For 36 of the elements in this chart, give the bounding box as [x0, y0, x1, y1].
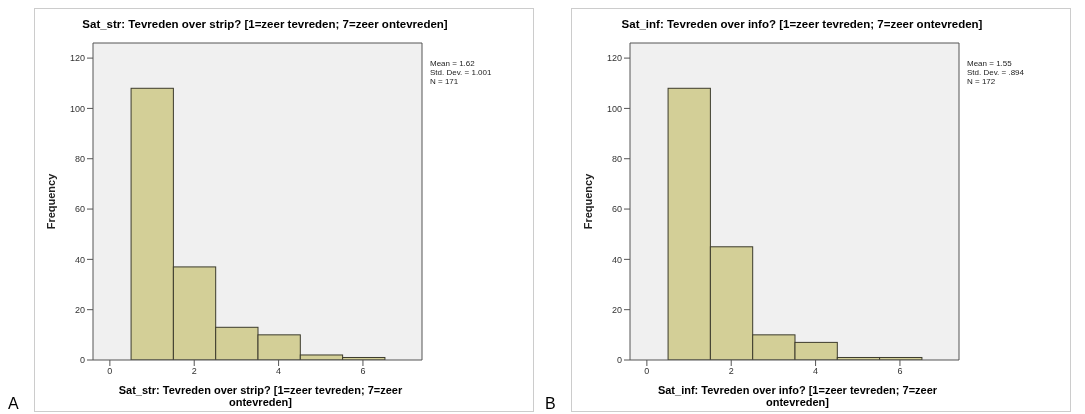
x-axis-title: Sat_inf: Tevreden over info? [1=zeer tevreden; 7=zeer ontevreden] [656, 384, 939, 408]
text: Std. Dev. = .894 [967, 68, 1024, 77]
y-tick-label: 100 [606, 103, 622, 114]
x-tick-label: 4 [276, 366, 282, 377]
text: Mean = 1.62 [430, 59, 476, 68]
text: Mean = 1.55 [967, 59, 1013, 68]
x-tick-label: 4 [813, 366, 819, 377]
x-tick-label: 0 [107, 366, 113, 377]
y-tick-label: 120 [606, 53, 622, 64]
x-tick-label: 2 [191, 366, 197, 377]
y-tick-label: 80 [611, 153, 622, 164]
y-tick-label: 80 [74, 153, 85, 164]
text: N = 172 [967, 77, 997, 86]
chart-title: Sat_inf: Tevreden over info? [1=zeer tevreden; 7=zeer ontevreden] [620, 18, 984, 30]
y-tick-label: 0 [616, 355, 622, 366]
y-tick-label: 0 [79, 355, 85, 366]
y-tick-label: 100 [69, 103, 85, 114]
text: B [545, 395, 556, 413]
y-tick-label: 120 [69, 53, 85, 64]
x-tick-label: 6 [897, 366, 903, 377]
x-tick-label: 0 [644, 366, 650, 377]
y-tick-label: 60 [611, 204, 622, 215]
y-tick-label: 20 [74, 304, 85, 315]
text: N = 171 [430, 77, 460, 86]
y-axis-title: Frequency [581, 172, 594, 230]
y-tick-label: 40 [74, 254, 85, 265]
x-tick-label: 6 [360, 366, 366, 377]
y-axis-title: Frequency [44, 172, 57, 230]
chart-title: Sat_str: Tevreden over strip? [1=zeer tevreden; 7=zeer ontevreden] [81, 18, 449, 30]
x-axis-title: Sat_str: Tevreden over strip? [1=zeer tevreden; 7=zeer ontevreden] [117, 384, 404, 408]
x-tick-label: 2 [728, 366, 734, 377]
y-tick-label: 20 [611, 304, 622, 315]
text: A [8, 395, 19, 413]
text: Std. Dev. = 1.001 [430, 68, 492, 77]
y-tick-label: 40 [611, 254, 622, 265]
y-tick-label: 60 [74, 204, 85, 215]
